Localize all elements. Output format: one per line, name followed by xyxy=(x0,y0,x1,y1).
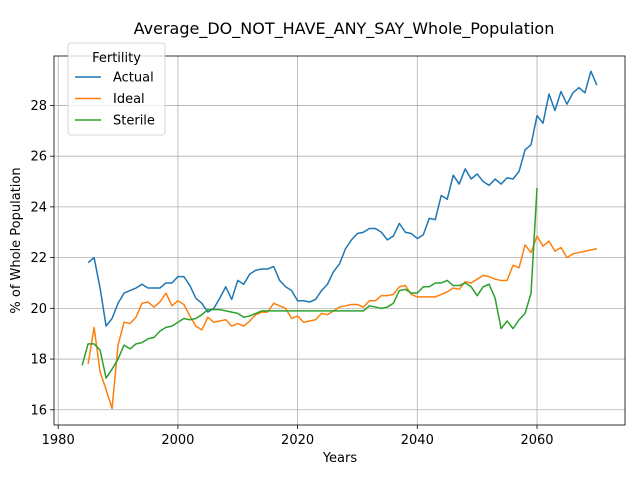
x-tick-label: 2040 xyxy=(401,433,434,448)
chart-title: Average_DO_NOT_HAVE_ANY_SAY_Whole_Popula… xyxy=(134,19,555,39)
x-axis-label: Years xyxy=(322,451,358,466)
y-tick-label: 24 xyxy=(30,200,47,215)
y-tick-label: 28 xyxy=(30,99,47,114)
y-tick-label: 20 xyxy=(30,302,47,317)
y-tick-label: 22 xyxy=(30,251,47,266)
x-tick-label: 1980 xyxy=(42,433,75,448)
y-tick-label: 18 xyxy=(30,353,47,368)
axis-ticks: 1980 2000 2020 2040 2060 16 18 20 22 24 26 28 xyxy=(30,99,553,448)
y-tick-label: 26 xyxy=(30,150,47,165)
legend-label-actual: Actual xyxy=(113,71,154,86)
legend: Fertility Actual Ideal Sterile xyxy=(67,42,166,136)
y-axis-label: % of Whole Population xyxy=(9,167,24,313)
plot-frame xyxy=(53,55,626,426)
series-line-sterile xyxy=(81,187,538,379)
x-tick-label: 2000 xyxy=(161,433,194,448)
y-tick-label: 16 xyxy=(30,403,47,418)
x-tick-label: 2020 xyxy=(281,433,314,448)
series-line-actual xyxy=(87,70,598,327)
legend-title: Fertility xyxy=(92,51,141,66)
series-lines xyxy=(81,70,598,410)
legend-frame xyxy=(67,42,166,136)
series-line-ideal xyxy=(87,235,598,410)
legend-label-ideal: Ideal xyxy=(113,92,145,107)
x-tick-label: 2060 xyxy=(520,433,553,448)
grid-lines xyxy=(54,56,625,425)
legend-label-sterile: Sterile xyxy=(113,114,155,129)
